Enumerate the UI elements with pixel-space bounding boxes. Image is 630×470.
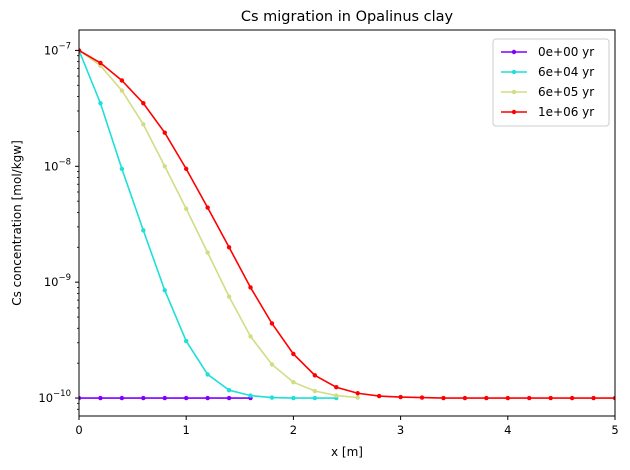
data-point: [548, 395, 553, 401]
series-0: [79, 395, 253, 401]
plot-frame: [78, 29, 616, 417]
data-point: [226, 294, 232, 299]
data-point: [205, 205, 210, 210]
series-3: [79, 48, 615, 401]
data-point: [119, 166, 125, 172]
data-point: [355, 395, 360, 400]
data-point: [184, 395, 189, 401]
y-tick-label: 10−10: [38, 389, 71, 405]
series-line: [79, 49, 358, 399]
data-point: [119, 78, 125, 83]
data-point: [376, 393, 382, 399]
y-tick-label: 10−8: [44, 157, 71, 173]
data-point: [334, 385, 339, 390]
legend-label: 6e+05 yr: [538, 85, 594, 99]
data-point: [291, 351, 296, 357]
series-line: [79, 49, 615, 399]
data-point: [269, 395, 275, 400]
data-point: [312, 373, 318, 378]
legend-marker: [511, 109, 517, 115]
y-tick-label: 10−7: [44, 41, 71, 57]
data-point: [527, 395, 532, 401]
data-point: [119, 395, 125, 401]
x-tick-label: 0: [75, 423, 82, 437]
data-point: [205, 395, 210, 401]
data-point: [162, 130, 167, 135]
data-point: [355, 391, 360, 396]
data-point: [419, 395, 425, 400]
chart-title: Cs migration in Opalinus clay: [241, 9, 454, 25]
data-point: [505, 395, 510, 401]
x-tick-label: 3: [397, 423, 404, 437]
data-point: [184, 206, 189, 211]
data-point: [79, 395, 82, 401]
x-axis: 0 1 2 3 4 5: [75, 416, 619, 437]
series-2: [79, 48, 360, 400]
series-1: [79, 48, 339, 401]
y-axis: 10−10 10−9 10−8 10−7: [38, 41, 79, 410]
data-point: [141, 395, 146, 401]
data-point: [248, 334, 253, 339]
data-point: [291, 395, 296, 401]
legend-entry: 0e+00 yr: [501, 45, 594, 59]
data-point: [462, 395, 468, 401]
x-tick-label: 2: [290, 423, 297, 437]
data-point: [119, 88, 125, 93]
data-point: [441, 395, 446, 401]
legend-label: 6e+04 yr: [538, 65, 594, 79]
data-point: [484, 395, 489, 401]
legend-entry: 1e+06 yr: [501, 105, 594, 119]
series-layer: [79, 48, 615, 401]
data-point: [162, 288, 167, 293]
data-point: [269, 321, 275, 326]
data-point: [248, 393, 253, 398]
data-point: [162, 164, 167, 169]
data-point: [269, 362, 275, 367]
data-point: [398, 394, 403, 400]
legend-marker: [511, 89, 517, 95]
data-point: [98, 395, 103, 401]
y-axis-label: Cs concentration [mol/kgw]: [10, 140, 24, 306]
data-point: [141, 101, 146, 106]
data-point: [248, 285, 253, 290]
x-tick-label: 4: [504, 423, 511, 437]
data-point: [205, 250, 210, 255]
data-point: [334, 393, 339, 398]
data-point: [291, 380, 296, 385]
x-axis-label: x [m]: [331, 445, 363, 459]
data-point: [226, 395, 232, 401]
legend-marker: [511, 69, 517, 75]
legend: 0e+00 yr 6e+04 yr 6e+05 yr 1e+06 yr: [492, 38, 610, 127]
legend-label: 0e+00 yr: [538, 45, 594, 59]
data-point: [312, 388, 318, 394]
legend-entry: 6e+04 yr: [501, 65, 594, 79]
data-point: [184, 338, 189, 344]
data-point: [226, 245, 232, 250]
y-tick-label: 10−9: [44, 273, 71, 289]
data-point: [205, 372, 210, 377]
legend-marker: [511, 49, 517, 55]
data-point: [312, 395, 318, 401]
data-point: [591, 395, 596, 401]
data-point: [141, 228, 146, 233]
data-point: [162, 395, 167, 401]
x-tick-label: 5: [611, 423, 618, 437]
data-point: [226, 387, 232, 393]
series-line: [79, 50, 337, 399]
data-point: [569, 395, 575, 401]
data-point: [184, 166, 189, 172]
data-point: [141, 122, 146, 127]
data-point: [98, 60, 103, 66]
data-point: [612, 395, 615, 401]
data-point: [79, 48, 82, 53]
x-tick-label: 1: [183, 423, 190, 437]
legend-label: 1e+06 yr: [538, 105, 594, 119]
legend-box: [492, 38, 610, 127]
data-point: [98, 101, 103, 106]
legend-entry: 6e+05 yr: [501, 85, 594, 99]
